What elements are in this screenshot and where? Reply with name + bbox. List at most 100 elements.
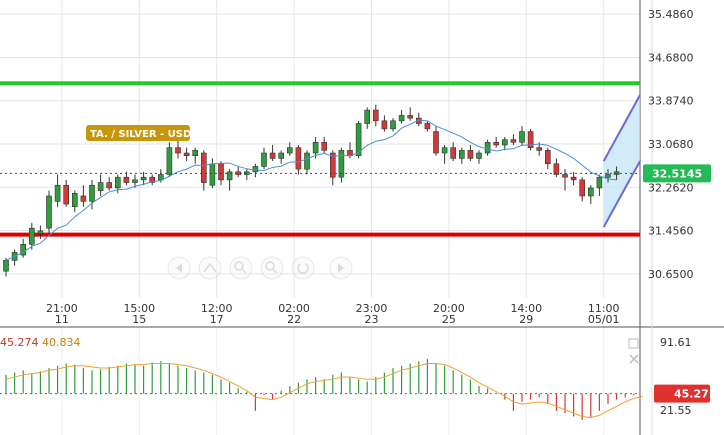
oscillator-top-label: 91.61 [660,336,692,349]
candle-body [304,152,310,170]
y-tick-label: 34.6800 [648,51,694,64]
zoom-in-button[interactable] [260,256,284,280]
candle-body [596,176,603,189]
chevron-right-icon [338,263,344,273]
candle-body [97,182,104,191]
oscillator-histogram [5,359,644,420]
zoom-fit-button[interactable] [198,256,222,280]
zoom-out-button[interactable] [229,256,253,280]
x-tick-time: 20:00 [433,302,465,315]
x-tick-day: 25 [442,313,456,326]
x-tick-day: 15 [132,313,146,326]
chart-navigation[interactable] [167,256,353,280]
instrument-title-badge: TA. / SILVER - USD [86,125,191,141]
candle-body [123,176,130,183]
channel-upper-line [602,94,641,162]
x-tick-time: 21:00 [46,302,78,315]
candle-body [484,141,491,154]
x-tick-time: 02:00 [278,302,310,315]
reset-button[interactable] [291,256,315,280]
candle-body [562,174,568,178]
zoom-in-icon [265,261,275,271]
candle-body [295,147,302,170]
candle-body [372,109,379,122]
candle-body [553,163,560,175]
candle-body [570,176,577,181]
candle-body [209,163,216,186]
y-tick-label: 33.0680 [648,138,694,151]
title-badge-bg [86,125,190,141]
last-price-tag: 32.5145 [643,164,711,183]
x-tick-time: 14:00 [510,302,542,315]
zoom-out-icon [234,261,244,271]
oscillator-readout-a: 45.274 [0,336,39,349]
candle-body [20,244,27,256]
candle-body [37,230,44,234]
candle-body [355,123,362,157]
candle-body [175,147,181,154]
x-tick-time: 15:00 [123,302,155,315]
x-tick-day: 23 [365,313,379,326]
candle-body [115,176,121,189]
candle-body [321,141,328,151]
candle-body [54,184,61,202]
candle-body [579,179,586,197]
x-tick-time: 23:00 [356,302,388,315]
oscillator-readout-b: 40.834 [42,336,81,349]
x-tick-day: 11 [55,313,69,326]
candle-body [433,131,439,154]
candle-body [510,139,517,143]
candle-body [381,120,388,130]
candle-body [441,147,448,154]
y-tick-label: 31.4560 [648,225,694,238]
oscillator-value-tag: 45.27 [654,384,710,403]
x-tick-day: 05/01 [588,313,620,326]
scroll-right-button[interactable] [329,256,353,280]
candle-body [261,152,267,167]
candle-body [450,147,457,159]
candle-body [192,150,198,157]
candle-body [106,182,112,189]
candle-body [390,120,396,130]
x-tick-time: 11:00 [588,302,620,315]
scroll-left-button[interactable] [167,256,191,280]
oscillator-current-value: 45.27 [674,388,709,401]
candle-body [519,131,525,143]
candle-body [201,152,207,183]
candle-body [89,184,95,202]
main-grid [0,0,640,298]
candle-body [28,227,35,245]
candle-body [312,141,319,154]
candle-body [338,150,345,178]
candle-body [424,123,431,130]
x-tick-day: 22 [287,313,301,326]
y-tick-label: 32.2620 [648,181,694,194]
candle-body [329,152,336,178]
support-resistance-lines[interactable] [0,81,640,237]
candle-body [364,109,371,124]
candle-body [398,115,405,122]
candle-body [458,150,465,159]
oscillator-tag-bg [654,384,710,403]
y-tick-label: 33.8740 [648,95,694,108]
candle-body [407,115,414,119]
candle-body [278,152,285,159]
candle-body [544,150,551,165]
x-tick-day: 29 [519,313,533,326]
oscillator-line [5,363,643,419]
candle-body [218,163,224,181]
panel-close-button[interactable] [629,354,639,364]
candle-body [493,141,500,146]
trend-channel[interactable] [602,94,641,228]
candle-body [149,176,155,183]
candle-body [183,152,190,157]
chevron-left-icon [176,263,182,273]
move-icon [203,262,217,273]
moving-average-line [5,119,617,261]
candle-body [501,139,508,146]
panel-maximize-button[interactable] [628,338,639,349]
candle-body [605,174,611,178]
oscillator-bottom-label: 21.55 [660,404,692,417]
candle-body [476,152,482,159]
